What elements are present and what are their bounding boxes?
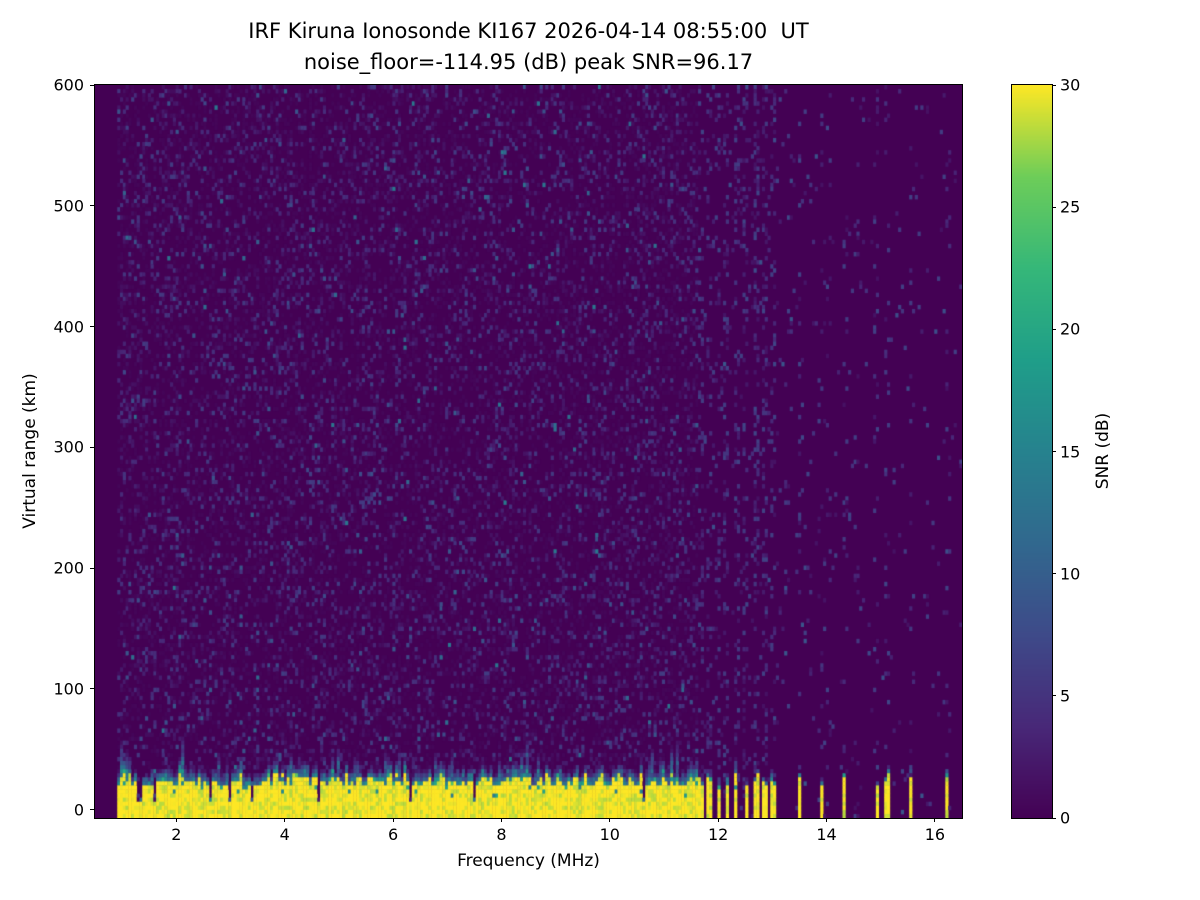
y-tick-label: 100 xyxy=(53,679,84,699)
x-tick-label: 10 xyxy=(599,825,620,844)
x-tick-mark xyxy=(826,818,828,822)
x-tick-mark xyxy=(284,818,286,822)
y-tick-label: 400 xyxy=(53,317,84,337)
x-axis-label: Frequency (MHz) xyxy=(457,851,600,871)
x-tick-mark xyxy=(500,818,502,822)
x-tick-label: 4 xyxy=(279,825,290,844)
y-tick-mark xyxy=(90,84,94,86)
colorbar-tick-label: 5 xyxy=(1060,686,1071,706)
plot-area xyxy=(94,84,963,819)
x-tick-label: 8 xyxy=(496,825,507,844)
y-tick-mark xyxy=(90,688,94,690)
colorbar-tick-mark xyxy=(1052,695,1056,697)
x-tick-mark xyxy=(392,818,394,822)
heatmap-canvas xyxy=(95,85,962,818)
chart-title: IRF Kiruna Ionosonde KI167 2026-04-14 08… xyxy=(95,16,962,78)
colorbar-tick-mark xyxy=(1052,451,1056,452)
y-tick-mark xyxy=(90,809,94,811)
y-tick-label: 200 xyxy=(53,558,84,578)
y-tick-label: 500 xyxy=(53,196,84,216)
colorbar-tick-label: 25 xyxy=(1060,197,1081,217)
y-tick-label: 600 xyxy=(53,75,84,95)
colorbar-canvas xyxy=(1012,85,1052,818)
colorbar-tick-mark xyxy=(1052,84,1056,86)
colorbar-tick-label: 30 xyxy=(1060,75,1081,95)
x-tick-label: 2 xyxy=(171,825,182,844)
colorbar-label: SNR (dB) xyxy=(1093,412,1113,490)
colorbar-tick-label: 0 xyxy=(1060,808,1071,828)
y-tick-label: 300 xyxy=(53,437,84,457)
colorbar-tick-label: 20 xyxy=(1060,319,1081,339)
y-tick-label: 0 xyxy=(73,800,84,820)
y-tick-mark xyxy=(90,205,94,207)
colorbar-tick-mark xyxy=(1052,573,1056,575)
chart-title-line2: noise_floor=-114.95 (dB) peak SNR=96.17 xyxy=(303,50,754,74)
y-axis-label: Virtual range (km) xyxy=(20,373,40,529)
colorbar-tick-mark xyxy=(1052,328,1056,330)
x-tick-mark xyxy=(717,818,719,822)
colorbar-tick-mark xyxy=(1052,206,1056,208)
x-tick-label: 12 xyxy=(707,825,729,844)
y-tick-mark xyxy=(90,446,94,448)
colorbar-tick-label: 10 xyxy=(1060,564,1081,584)
x-tick-label: 16 xyxy=(924,825,946,844)
x-tick-mark xyxy=(175,818,177,822)
x-tick-label: 14 xyxy=(816,825,837,844)
y-tick-mark xyxy=(90,567,94,569)
x-tick-mark xyxy=(609,818,611,822)
chart-title-line1: IRF Kiruna Ionosonde KI167 2026-04-14 08… xyxy=(248,19,809,43)
colorbar-tick-label: 15 xyxy=(1060,442,1081,461)
y-tick-mark xyxy=(90,326,94,328)
x-tick-label: 6 xyxy=(387,825,399,844)
x-tick-mark xyxy=(934,818,936,822)
colorbar-tick-mark xyxy=(1052,817,1056,819)
colorbar xyxy=(1011,84,1053,819)
